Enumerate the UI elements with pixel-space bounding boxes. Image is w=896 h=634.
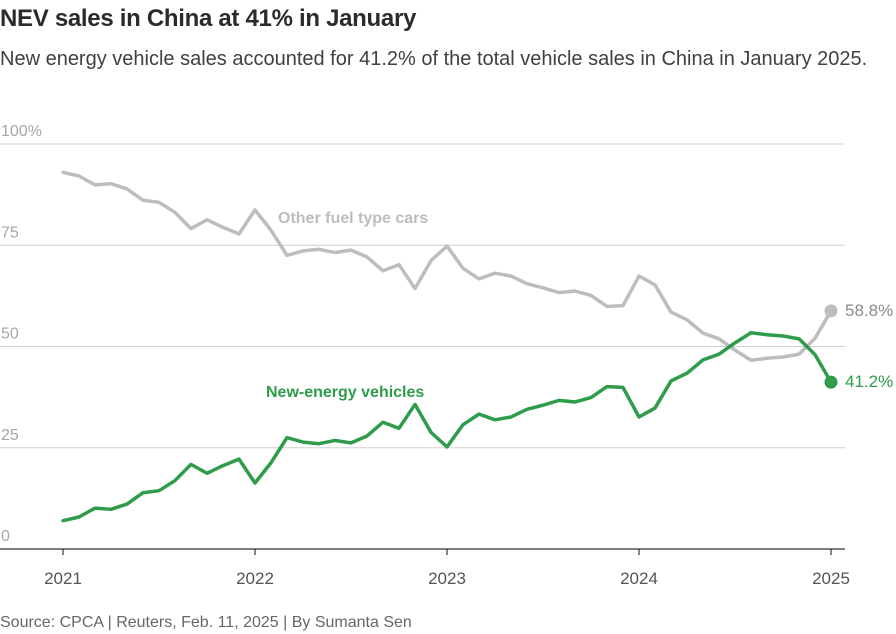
series-line-other [61, 170, 833, 363]
y-axis-ticks: 0 25 50 75 100% [1, 123, 42, 545]
y-tick-label: 100% [1, 123, 42, 140]
end-marker-nev [824, 375, 838, 389]
y-tick-label: 50 [1, 326, 19, 343]
x-axis: 2021 2022 2023 2024 2025 [0, 548, 850, 588]
chart-title: NEV sales in China at 41% in January [0, 5, 417, 32]
x-tick-label: 2022 [236, 569, 274, 588]
y-tick-label: 75 [1, 224, 19, 241]
x-tick-label: 2023 [428, 569, 466, 588]
x-tick-label: 2025 [812, 569, 850, 588]
x-tick-label: 2024 [620, 569, 658, 588]
source-note: Source: CPCA | Reuters, Feb. 11, 2025 | … [0, 614, 412, 631]
x-tick-label: 2021 [44, 569, 82, 588]
series-label-nev: New-energy vehicles [266, 384, 424, 401]
series-labels: Other fuel type cars New-energy vehicles… [266, 210, 893, 401]
y-tick-label: 25 [1, 427, 19, 444]
grid-lines [0, 143, 845, 449]
chart-subtitle: New energy vehicle sales accounted for 4… [0, 48, 868, 70]
end-marker-other [824, 304, 838, 318]
series-lines [61, 170, 838, 523]
end-label-other: 58.8% [845, 301, 893, 320]
end-label-nev: 41.2% [845, 372, 893, 391]
series-line-nev [61, 330, 833, 523]
series-label-other: Other fuel type cars [278, 210, 428, 227]
y-tick-label: 0 [1, 528, 10, 545]
